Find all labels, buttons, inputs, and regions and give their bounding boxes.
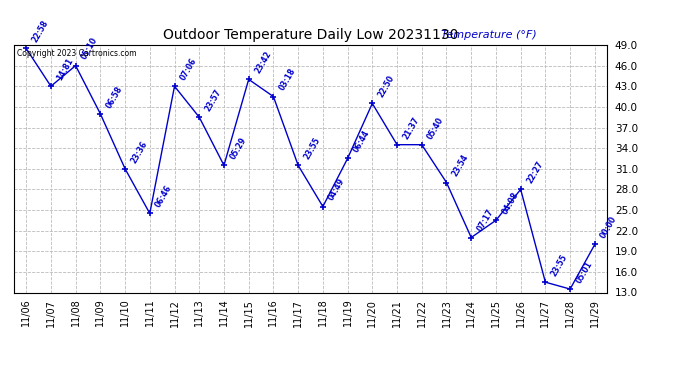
Text: 06:58: 06:58: [104, 84, 124, 109]
Text: 00:00: 00:00: [599, 215, 619, 240]
Text: 05:10: 05:10: [80, 36, 99, 62]
Text: 06:44: 06:44: [352, 129, 372, 154]
Text: 23:57: 23:57: [204, 88, 224, 113]
Text: 22:58: 22:58: [30, 19, 50, 44]
Text: Copyright 2023 Cartronics.com: Copyright 2023 Cartronics.com: [17, 49, 136, 58]
Text: 21:37: 21:37: [401, 115, 421, 141]
Text: 07:17: 07:17: [475, 208, 495, 233]
Text: 03:18: 03:18: [277, 67, 297, 92]
Text: 23:42: 23:42: [253, 50, 273, 75]
Title: Outdoor Temperature Daily Low 20231130: Outdoor Temperature Daily Low 20231130: [163, 28, 458, 42]
Text: 06:46: 06:46: [154, 184, 174, 209]
Text: 22:50: 22:50: [377, 74, 396, 99]
Text: 23:54: 23:54: [451, 153, 471, 178]
Text: 04:49: 04:49: [327, 177, 347, 203]
Text: 07:06: 07:06: [179, 57, 199, 82]
Text: 05:40: 05:40: [426, 115, 446, 141]
Text: 04:08: 04:08: [500, 190, 520, 216]
Text: 14:81: 14:81: [55, 57, 75, 82]
Text: Temperature (°F): Temperature (°F): [441, 30, 537, 40]
Text: 22:27: 22:27: [525, 160, 544, 185]
Text: 23:55: 23:55: [549, 253, 569, 278]
Text: 05:29: 05:29: [228, 136, 248, 161]
Text: 23:36: 23:36: [129, 139, 149, 165]
Text: 23:55: 23:55: [302, 136, 322, 161]
Text: 05:01: 05:01: [574, 260, 594, 285]
